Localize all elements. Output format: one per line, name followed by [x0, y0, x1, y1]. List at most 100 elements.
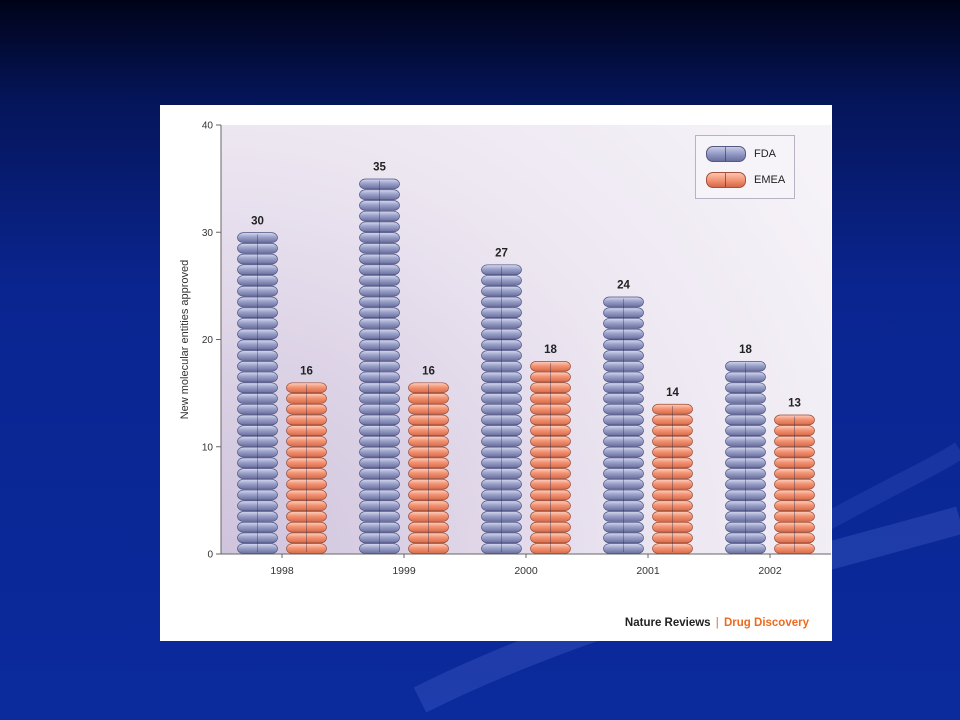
fda-capsule: [603, 361, 644, 372]
emea-capsule: [652, 457, 693, 469]
fda-capsule: [481, 371, 522, 383]
fda-capsule: [481, 339, 522, 351]
fda-capsule: [359, 500, 400, 512]
emea-capsule: [774, 532, 815, 544]
emea-capsule: [530, 543, 571, 554]
emea-capsule: [286, 468, 327, 479]
emea-capsule: [774, 489, 815, 501]
emea-capsule: [774, 511, 815, 522]
fda-value-label: 24: [617, 280, 630, 292]
fda-capsule: [481, 414, 522, 426]
fda-capsule: [725, 436, 766, 447]
emea-capsule: [408, 436, 449, 447]
credit-publisher: Nature Reviews: [624, 617, 711, 629]
fda-capsule: [359, 414, 400, 426]
emea-capsule: [408, 425, 449, 436]
fda-capsule: [237, 543, 278, 554]
emea-capsule: [286, 511, 327, 522]
x-tick-label: 1999: [392, 565, 416, 577]
fda-capsule: [359, 307, 400, 319]
emea-capsule: [408, 511, 449, 522]
emea-capsule: [774, 468, 815, 479]
emea-capsule: [652, 425, 693, 436]
emea-capsule: [530, 468, 571, 479]
fda-capsule: [359, 285, 400, 297]
fda-capsule: [359, 296, 400, 308]
fda-capsule: [725, 414, 766, 426]
fda-capsule: [603, 511, 644, 522]
emea-capsule: [530, 414, 571, 426]
fda-capsule: [725, 489, 766, 501]
fda-capsule: [603, 403, 644, 415]
fda-capsule: [359, 318, 400, 329]
emea-capsule: [774, 478, 815, 490]
fda-capsule: [603, 478, 644, 490]
legend-item-fda: FDA: [706, 144, 776, 164]
fda-capsule: [237, 414, 278, 426]
emea-capsule: [652, 532, 693, 544]
fda-capsule: [359, 232, 400, 243]
fda-capsule: [237, 339, 278, 351]
emea-capsule: [408, 403, 449, 415]
emea-capsule: [774, 457, 815, 469]
fda-capsule: [481, 436, 522, 447]
fda-capsule: [237, 425, 278, 436]
fda-capsule: [237, 371, 278, 383]
fda-capsule: [481, 350, 522, 361]
emea-capsule: [408, 489, 449, 501]
fda-capsule: [359, 425, 400, 436]
y-tick-label: 40: [202, 121, 214, 132]
emea-capsule: [774, 414, 815, 426]
fda-capsule-icon: [706, 146, 746, 162]
emea-capsule: [530, 393, 571, 404]
emea-capsule: [652, 521, 693, 533]
emea-capsule: [652, 414, 693, 426]
fda-capsule: [237, 457, 278, 469]
emea-capsule: [408, 468, 449, 479]
fda-capsule: [725, 403, 766, 415]
fda-capsule: [725, 543, 766, 554]
fda-capsule: [603, 393, 644, 404]
bar-chart: 0 10 20 30 40 New molecular entities approved…: [179, 121, 831, 577]
emea-capsule: [408, 414, 449, 426]
fda-capsule: [481, 296, 522, 308]
fda-capsule: [359, 532, 400, 544]
fda-capsule: [481, 403, 522, 415]
emea-capsule: [286, 457, 327, 469]
fda-capsule: [359, 436, 400, 447]
fda-capsule: [603, 296, 644, 308]
emea-capsule: [286, 414, 327, 426]
fda-capsule: [481, 382, 522, 394]
fda-capsule: [725, 500, 766, 512]
emea-capsule: [408, 478, 449, 490]
fda-capsule: [359, 275, 400, 286]
fda-capsule: [603, 382, 644, 394]
emea-capsule: [530, 511, 571, 522]
fda-capsule: [359, 403, 400, 415]
fda-capsule: [359, 243, 400, 254]
emea-capsule: [408, 382, 449, 394]
fda-capsule: [237, 328, 278, 340]
fda-capsule: [603, 425, 644, 436]
fda-capsule: [603, 350, 644, 361]
fda-capsule: [481, 328, 522, 340]
fda-capsule: [237, 500, 278, 512]
fda-capsule: [725, 521, 766, 533]
emea-value-label: 18: [544, 344, 557, 356]
fda-capsule: [359, 382, 400, 394]
fda-capsule: [603, 446, 644, 458]
fda-capsule: [359, 446, 400, 458]
emea-capsule: [286, 521, 327, 533]
fda-capsule: [237, 253, 278, 265]
emea-capsule: [530, 532, 571, 544]
emea-capsule: [774, 521, 815, 533]
fda-capsule: [481, 543, 522, 554]
emea-capsule: [530, 478, 571, 490]
fda-capsule: [237, 393, 278, 404]
emea-capsule: [530, 425, 571, 436]
fda-capsule: [237, 318, 278, 329]
emea-capsule: [286, 532, 327, 544]
fda-capsule: [359, 178, 400, 190]
fda-capsule: [359, 210, 400, 222]
fda-capsule: [603, 489, 644, 501]
